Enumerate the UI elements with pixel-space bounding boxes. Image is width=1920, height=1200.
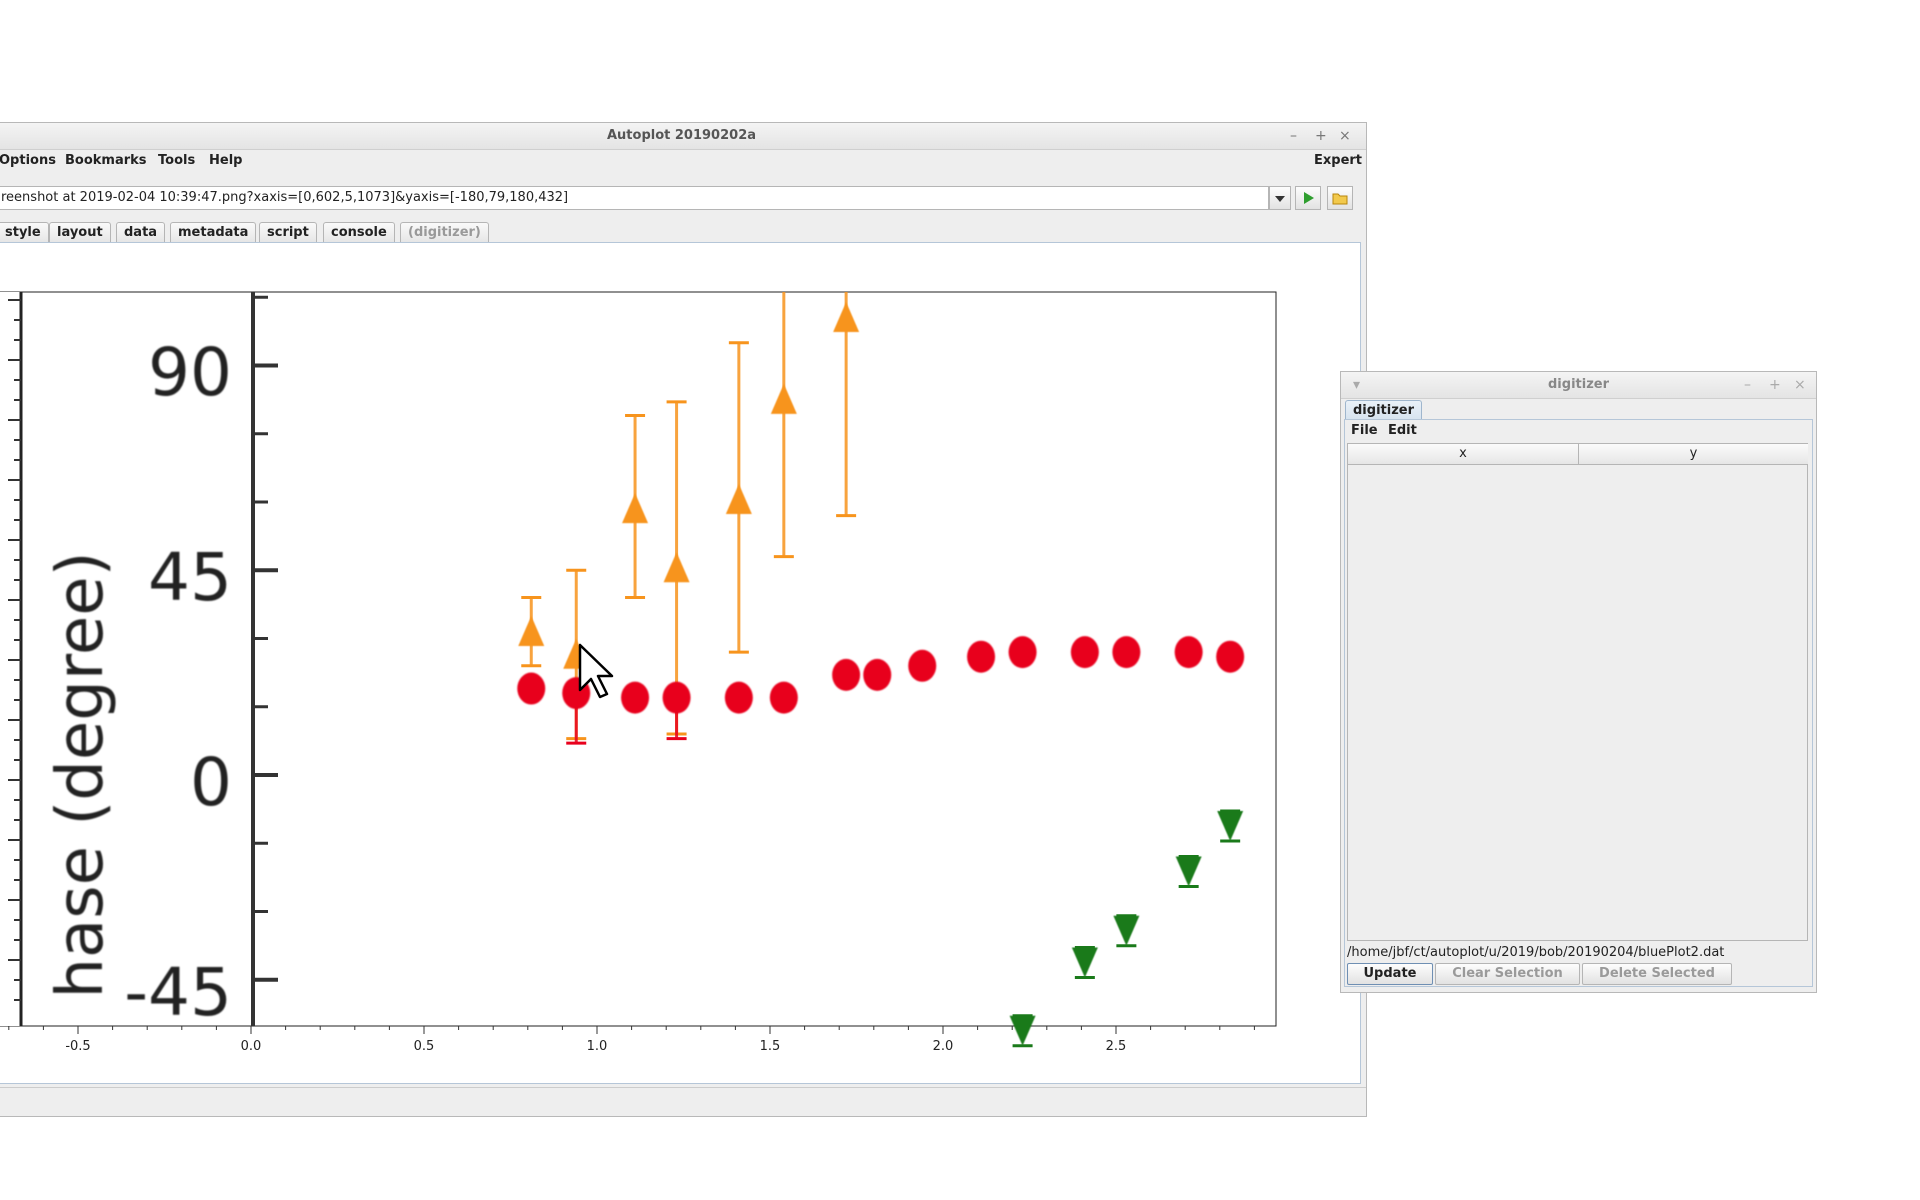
digitizer-tab[interactable]: digitizer xyxy=(1345,400,1422,420)
data-point xyxy=(908,649,937,682)
tab-style[interactable]: style xyxy=(0,222,49,242)
digitizer-window: ▾ digitizer – + × digitizer File Edit x … xyxy=(1340,371,1817,993)
close-icon[interactable]: × xyxy=(1794,377,1806,393)
data-point xyxy=(1175,856,1202,887)
x-tick-label: -0.5 xyxy=(65,1039,90,1054)
data-point xyxy=(517,672,546,705)
menu-tools[interactable]: Tools xyxy=(158,153,196,168)
autoplot-title-bar[interactable]: Autoplot 20190202a – + × xyxy=(0,123,1366,150)
digitizer-menu-bar: File Edit xyxy=(1345,420,1812,442)
status-bar xyxy=(0,1087,1366,1116)
maximize-icon[interactable]: + xyxy=(1315,128,1327,144)
digitizer-title: digitizer xyxy=(1548,377,1609,392)
data-point xyxy=(1070,636,1099,669)
menu-expert[interactable]: Expert xyxy=(1314,153,1363,168)
tab-layout[interactable]: layout xyxy=(49,222,111,242)
image-ytick-45: 45 xyxy=(148,539,232,616)
column-header-y[interactable]: y xyxy=(1579,444,1808,465)
menu-edit[interactable]: Edit xyxy=(1388,423,1417,438)
data-point xyxy=(1008,636,1037,669)
data-point xyxy=(1112,636,1141,669)
menu-bookmarks[interactable]: Bookmarks xyxy=(65,153,147,168)
data-point xyxy=(1217,811,1244,842)
data-point xyxy=(621,681,650,714)
mouse-cursor-icon xyxy=(578,643,614,699)
data-point xyxy=(863,658,892,691)
update-button[interactable]: Update xyxy=(1347,963,1433,985)
x-tick-label: 2.5 xyxy=(1106,1039,1127,1054)
chevron-down-icon xyxy=(1275,196,1285,202)
data-point xyxy=(663,552,690,583)
data-point xyxy=(770,383,797,414)
minimize-icon[interactable]: – xyxy=(1744,377,1751,393)
menu-options[interactable]: Options xyxy=(0,153,56,168)
image-ytick-90: 90 xyxy=(148,334,232,411)
data-point xyxy=(833,302,860,332)
go-button[interactable] xyxy=(1295,186,1321,210)
data-point xyxy=(1113,915,1140,946)
address-dropdown-button[interactable] xyxy=(1269,186,1291,210)
column-header-x[interactable]: x xyxy=(1348,444,1579,465)
address-text: reenshot at 2019-02-04 10:39:47.png?xaxi… xyxy=(1,190,569,205)
data-point xyxy=(967,640,996,673)
browse-button[interactable] xyxy=(1327,186,1353,210)
image-ytick-0: 0 xyxy=(190,744,232,821)
data-point xyxy=(725,484,752,514)
digitizer-title-bar[interactable]: ▾ digitizer – + × xyxy=(1341,372,1816,399)
tab-console[interactable]: console xyxy=(323,222,395,242)
data-point xyxy=(769,681,798,714)
file-path-label: /home/jbf/ct/autoplot/u/2019/bob/2019020… xyxy=(1347,945,1725,960)
data-point xyxy=(1009,1015,1036,1046)
window-menu-icon[interactable]: ▾ xyxy=(1353,377,1361,393)
tab-metadata[interactable]: metadata xyxy=(170,222,257,242)
clear-selection-button[interactable]: Clear Selection xyxy=(1435,963,1580,985)
delete-selected-button[interactable]: Delete Selected xyxy=(1582,963,1732,985)
tab-digitizer[interactable]: (digitizer) xyxy=(400,222,489,242)
menu-bar: Options Bookmarks Tools Help Expert xyxy=(0,150,1366,172)
tab-data[interactable]: data xyxy=(116,222,166,242)
close-icon[interactable]: × xyxy=(1339,128,1351,144)
play-icon xyxy=(1304,192,1314,204)
minimize-icon[interactable]: – xyxy=(1290,128,1297,144)
data-point xyxy=(832,658,861,691)
window-title: Autoplot 20190202a xyxy=(606,128,757,143)
plot-canvas[interactable]: hase (degree) 90 45 0 -45 -0.5 0.0 0.5 1.0 1… xyxy=(0,0,1380,1080)
data-point xyxy=(622,493,649,524)
maximize-icon[interactable]: + xyxy=(1769,377,1781,393)
data-point xyxy=(724,681,753,714)
image-ytick-minus45: -45 xyxy=(124,954,232,1031)
data-point xyxy=(1216,640,1245,673)
x-tick-label: 1.5 xyxy=(760,1039,781,1054)
x-tick-label: 1.0 xyxy=(587,1039,608,1054)
tab-script[interactable]: script xyxy=(259,222,317,242)
folder-icon xyxy=(1332,193,1348,205)
image-ylabel: hase (degree) xyxy=(44,551,118,998)
data-point xyxy=(518,615,545,646)
data-table[interactable]: x y xyxy=(1347,443,1808,941)
x-tick-label: 0.5 xyxy=(414,1039,435,1054)
digitizer-content: File Edit x y /home/jbf/ct/autoplot/u/20… xyxy=(1344,419,1813,987)
x-tick-label: 2.0 xyxy=(933,1039,954,1054)
address-field[interactable]: reenshot at 2019-02-04 10:39:47.png?xaxi… xyxy=(0,186,1269,210)
menu-help[interactable]: Help xyxy=(209,153,243,168)
data-point xyxy=(1071,947,1098,978)
data-point xyxy=(662,681,691,714)
menu-file[interactable]: File xyxy=(1351,423,1378,438)
data-point xyxy=(1174,636,1203,669)
x-tick-label: 0.0 xyxy=(241,1039,262,1054)
